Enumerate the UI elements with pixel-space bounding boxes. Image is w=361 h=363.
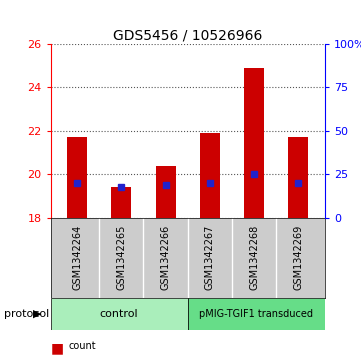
Text: protocol: protocol [4,309,49,319]
Text: ■: ■ [51,341,64,355]
Text: GSM1342269: GSM1342269 [293,225,303,290]
Bar [188,298,325,330]
Bar [244,68,264,218]
Text: count: count [69,341,96,351]
Bar [51,298,188,330]
Text: control: control [100,309,138,319]
Text: pMIG-TGIF1 transduced: pMIG-TGIF1 transduced [199,309,313,319]
Text: ▶: ▶ [32,309,41,319]
Text: GSM1342268: GSM1342268 [249,225,259,290]
Text: GSM1342264: GSM1342264 [72,225,82,290]
Bar [67,137,87,218]
Text: GSM1342266: GSM1342266 [161,225,171,290]
Title: GDS5456 / 10526966: GDS5456 / 10526966 [113,28,262,42]
Bar [112,187,131,218]
Bar [288,137,308,218]
Text: GSM1342267: GSM1342267 [205,225,215,290]
Bar [156,166,175,218]
Bar [200,133,220,218]
Text: GSM1342265: GSM1342265 [116,225,126,290]
